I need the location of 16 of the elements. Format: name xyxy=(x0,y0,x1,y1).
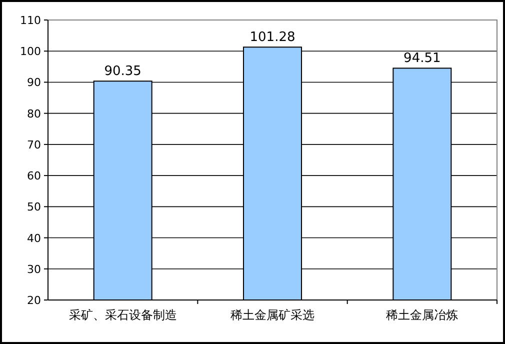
y-tick-label: 110 xyxy=(20,14,41,27)
y-tick-label: 90 xyxy=(27,76,41,90)
y-tick-label: 40 xyxy=(27,232,41,245)
y-tick-label: 70 xyxy=(27,138,41,152)
y-tick-label: 60 xyxy=(27,170,41,183)
x-tick-label: 稀土金属矿采选 xyxy=(230,308,314,322)
data-label: 101.28 xyxy=(250,30,296,46)
y-tick-label: 20 xyxy=(27,294,41,307)
data-label: 94.51 xyxy=(404,51,441,66)
y-tick-label: 100 xyxy=(20,45,41,58)
data-label: 90.35 xyxy=(104,64,142,80)
y-tick-label: 80 xyxy=(27,107,41,120)
y-tick-label: 30 xyxy=(27,262,41,276)
y-tick-label: 50 xyxy=(27,200,41,214)
x-tick-label: 采矿、采石设备制造 xyxy=(68,308,177,322)
x-tick-label: 稀土金属冶炼 xyxy=(386,308,458,322)
